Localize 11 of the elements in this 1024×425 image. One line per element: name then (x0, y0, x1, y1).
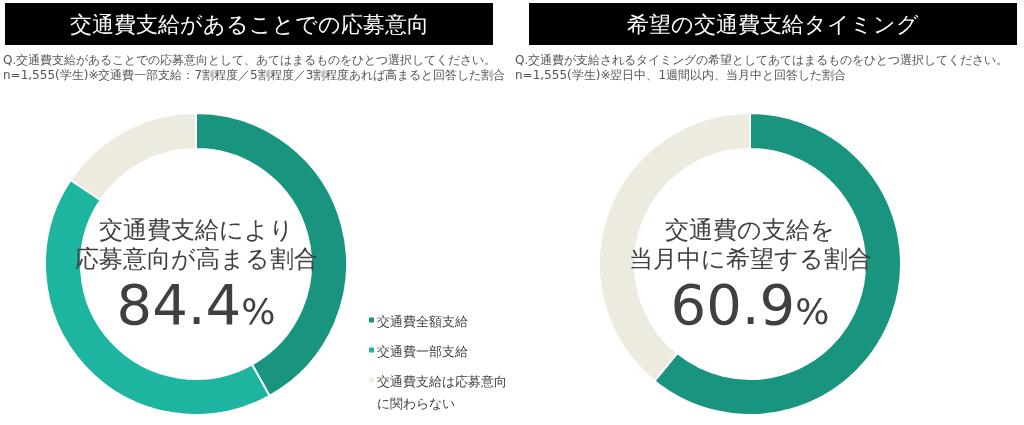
text: 60.9% (670, 272, 830, 337)
text: 交通費支給により (98, 216, 294, 244)
chart-subtitle: Q.交通費が支給されるタイミングの希望としてあてはまるものをひとつ選択してください。 n=1,555(学生)※翌日中、1週間以内、当月中と回答した割合 (515, 53, 1009, 82)
chart-subtitle: Q.交通費支給があることでの応募意向として、あてはまるものをひとつ選択してください。 n=1,555(学生)※交通費一部支給：7割程度／5割程度／3割程度あれば高まると回答した割合 (3, 53, 506, 82)
text: 交通費の支給を (665, 216, 835, 244)
text: 84.4% (116, 272, 276, 337)
legend-label: 交通費一部支給 (377, 344, 468, 359)
chart-title: 希望の交通費支給タイミング (627, 12, 919, 37)
chart-title: 交通費支給があることでの応募意向 (69, 12, 429, 37)
legend-label: 交通費支給は応募意向に関わらない (377, 374, 507, 411)
legend-label: 交通費全額支給 (377, 314, 468, 329)
